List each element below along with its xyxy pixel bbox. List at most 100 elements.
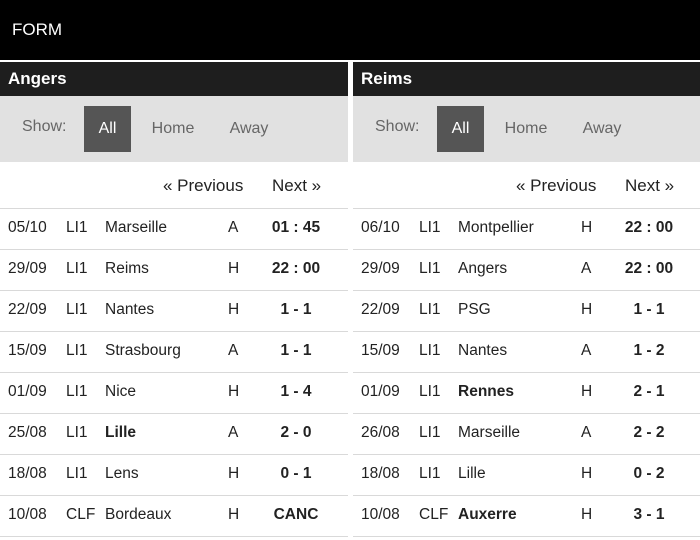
match-opponent: Nice <box>105 383 137 400</box>
match-home-away: A <box>228 219 239 236</box>
next-link[interactable]: Next » <box>625 176 675 195</box>
match-home-away: A <box>581 260 592 277</box>
match-opponent: Rennes <box>458 383 514 400</box>
match-home-away: A <box>581 342 592 359</box>
match-date: 26/08 <box>361 424 400 441</box>
match-date: 05/10 <box>8 219 47 236</box>
match-date: 01/09 <box>8 383 47 400</box>
pager-left: « Previous Next » <box>0 164 348 208</box>
match-row[interactable]: 10/08 CLF Auxerre H 3 - 1 <box>353 495 700 537</box>
match-opponent: PSG <box>458 301 491 318</box>
match-competition: LI1 <box>66 383 88 400</box>
match-home-away: H <box>581 301 593 318</box>
match-row[interactable]: 26/08 LI1 Marseille A 2 - 2 <box>353 413 700 454</box>
match-row[interactable]: 29/09 LI1 Reims H 22 : 00 <box>0 249 348 290</box>
match-date: 22/09 <box>361 301 400 318</box>
match-home-away: H <box>228 383 240 400</box>
filter-all-button[interactable]: All <box>84 106 131 152</box>
show-label: Show: <box>375 118 420 135</box>
match-date: 25/08 <box>8 424 47 441</box>
match-opponent: Montpellier <box>458 219 534 236</box>
filter-bar-left: Show: All Home Away <box>0 96 348 162</box>
match-opponent: Lille <box>105 424 137 441</box>
match-score: 1 - 4 <box>280 383 312 400</box>
match-competition: LI1 <box>419 465 441 482</box>
match-score: 1 - 2 <box>633 342 665 359</box>
match-row[interactable]: 18/08 LI1 Lille H 0 - 2 <box>353 454 700 495</box>
match-competition: LI1 <box>66 424 88 441</box>
team-name-left: Angers <box>0 62 348 96</box>
form-title: FORM <box>12 20 63 39</box>
match-competition: LI1 <box>66 342 88 359</box>
match-home-away: A <box>581 424 592 441</box>
filter-bar-right: Show: All Home Away <box>353 96 700 162</box>
filter-home-button[interactable]: Home <box>151 120 195 137</box>
match-home-away: A <box>228 424 239 441</box>
match-opponent: Lille <box>458 465 486 482</box>
match-home-away: H <box>228 506 240 523</box>
match-row[interactable]: 22/09 LI1 PSG H 1 - 1 <box>353 290 700 331</box>
filter-away-button[interactable]: Away <box>582 120 622 137</box>
match-row[interactable]: 01/09 LI1 Rennes H 2 - 1 <box>353 372 700 413</box>
match-row[interactable]: 18/08 LI1 Lens H 0 - 1 <box>0 454 348 495</box>
match-row[interactable]: 10/08 CLF Bordeaux H CANC <box>0 495 348 537</box>
form-header-bar: FORM <box>0 0 700 60</box>
match-row[interactable]: 22/09 LI1 Nantes H 1 - 1 <box>0 290 348 331</box>
pager-right: « Previous Next » <box>353 164 700 208</box>
team-name-right: Reims <box>353 62 700 96</box>
match-home-away: H <box>581 383 593 400</box>
match-date: 18/08 <box>8 465 47 482</box>
match-list-right: 06/10 LI1 Montpellier H 22 : 00 29/09 LI1 Anger… <box>353 208 700 537</box>
previous-link[interactable]: « Previous <box>163 176 244 195</box>
match-date: 10/08 <box>8 506 47 523</box>
match-date: 15/09 <box>8 342 47 359</box>
match-row[interactable]: 06/10 LI1 Montpellier H 22 : 00 <box>353 208 700 249</box>
match-home-away: H <box>228 301 240 318</box>
match-row[interactable]: 15/09 LI1 Nantes A 1 - 2 <box>353 331 700 372</box>
filter-home-button[interactable]: Home <box>504 120 548 137</box>
match-opponent: Nantes <box>458 342 508 359</box>
filter-away-button[interactable]: Away <box>229 120 269 137</box>
match-competition: LI1 <box>419 342 441 359</box>
match-date: 15/09 <box>361 342 400 359</box>
match-score: 22 : 00 <box>624 219 674 236</box>
match-opponent: Marseille <box>105 219 168 236</box>
previous-link[interactable]: « Previous <box>516 176 597 195</box>
match-row[interactable]: 29/09 LI1 Angers A 22 : 00 <box>353 249 700 290</box>
match-opponent: Bordeaux <box>105 506 172 523</box>
match-competition: LI1 <box>66 219 88 236</box>
match-row[interactable]: 25/08 LI1 Lille A 2 - 0 <box>0 413 348 454</box>
match-opponent: Marseille <box>458 424 521 441</box>
match-competition: LI1 <box>66 301 88 318</box>
match-opponent: Nantes <box>105 301 155 318</box>
match-date: 06/10 <box>361 219 400 236</box>
match-competition: CLF <box>419 506 449 523</box>
match-competition: LI1 <box>66 260 88 277</box>
match-score: 1 - 1 <box>280 301 312 318</box>
match-list-left: 05/10 LI1 Marseille A 01 : 45 29/09 LI1 Reims H 2… <box>0 208 348 537</box>
match-row[interactable]: 05/10 LI1 Marseille A 01 : 45 <box>0 208 348 249</box>
match-competition: LI1 <box>66 465 88 482</box>
match-date: 10/08 <box>361 506 400 523</box>
match-home-away: H <box>228 465 240 482</box>
match-score: 3 - 1 <box>633 506 665 523</box>
match-home-away: H <box>228 260 240 277</box>
match-home-away: H <box>581 465 593 482</box>
match-home-away: A <box>228 342 239 359</box>
filter-all-button[interactable]: All <box>437 106 484 152</box>
match-competition: LI1 <box>419 301 441 318</box>
match-competition: LI1 <box>419 424 441 441</box>
match-competition: LI1 <box>419 219 441 236</box>
match-score: 22 : 00 <box>271 260 321 277</box>
next-link[interactable]: Next » <box>272 176 322 195</box>
match-date: 29/09 <box>361 260 400 277</box>
match-opponent: Auxerre <box>458 506 517 523</box>
match-date: 01/09 <box>361 383 400 400</box>
match-score: 2 - 0 <box>280 424 312 441</box>
match-score: 2 - 2 <box>633 424 665 441</box>
match-competition: LI1 <box>419 260 441 277</box>
match-row[interactable]: 01/09 LI1 Nice H 1 - 4 <box>0 372 348 413</box>
match-row[interactable]: 15/09 LI1 Strasbourg A 1 - 1 <box>0 331 348 372</box>
match-score: 0 - 2 <box>633 465 665 482</box>
match-opponent: Reims <box>105 260 149 277</box>
